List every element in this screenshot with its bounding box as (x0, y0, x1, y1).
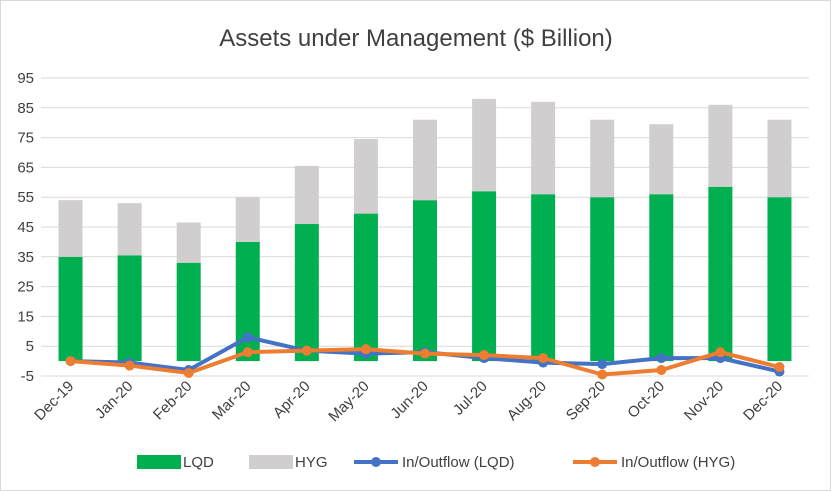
point-in-outflow-hyg (656, 365, 667, 376)
y-tick-label: 5 (26, 338, 34, 355)
x-tick-label: Nov-20 (681, 378, 727, 424)
x-tick-label: Dec-20 (740, 378, 786, 424)
bar-lqd (708, 186, 733, 362)
point-in-outflow-hyg (360, 344, 371, 355)
y-tick-label: 75 (17, 130, 34, 147)
chart-title: Assets under Management ($ Billion) (219, 25, 613, 52)
point-in-outflow-hyg (774, 362, 785, 373)
bar-lqd (176, 262, 201, 362)
x-tick-label: Jun-20 (387, 378, 431, 422)
legend-marker-in-outflow-hyg (590, 457, 600, 467)
bar-hyg (708, 104, 733, 187)
x-tick-label: Jan-20 (92, 378, 136, 422)
y-tick-label: 85 (17, 100, 34, 117)
bar-lqd (531, 194, 556, 362)
point-in-outflow-hyg (420, 348, 430, 359)
bar-hyg (235, 197, 260, 242)
bar-lqd (353, 213, 378, 362)
bar-hyg (176, 222, 201, 263)
bar-hyg (590, 119, 615, 198)
bars (58, 98, 792, 362)
y-tick-label: 95 (17, 70, 34, 87)
y-tick-label: 35 (17, 249, 34, 266)
legend-swatch-lqd (137, 455, 181, 469)
x-tick-label: Dec-19 (31, 378, 77, 424)
bar-hyg (117, 203, 142, 256)
y-tick-label: -5 (21, 368, 34, 385)
x-tick-label: Sep-20 (563, 378, 609, 424)
y-axis-ticks: -5 5 15 25 35 45 55 65 75 85 95 (17, 70, 34, 385)
bar-hyg (58, 200, 83, 257)
x-tick-label: Feb-20 (150, 378, 196, 424)
point-in-outflow-hyg (124, 360, 135, 371)
point-in-outflow-hyg (242, 347, 253, 358)
point-in-outflow-hyg (183, 368, 194, 379)
x-tick-label: Oct-20 (624, 378, 668, 422)
bar-lqd (649, 194, 674, 362)
lines (65, 332, 785, 380)
bar-lqd (767, 197, 792, 362)
point-in-outflow-hyg (715, 347, 726, 358)
bar-hyg (531, 101, 556, 195)
x-tick-label: Aug-20 (504, 378, 550, 424)
point-in-outflow-hyg (538, 353, 549, 364)
bar-lqd (413, 200, 437, 362)
y-tick-label: 15 (17, 308, 34, 325)
legend-marker-in-outflow-lqd (371, 457, 381, 467)
bar-hyg (472, 98, 497, 192)
bar-hyg (413, 119, 437, 201)
point-in-outflow-hyg (597, 369, 608, 380)
bar-hyg (294, 165, 319, 225)
point-in-outflow-lqd (597, 359, 608, 370)
legend-label-hyg: HYG (295, 454, 328, 471)
legend: LQD HYG In/Outflow (LQD) In/Outflow (HYG) (137, 454, 735, 471)
point-in-outflow-hyg (65, 356, 76, 367)
point-in-outflow-hyg (479, 350, 490, 361)
y-tick-label: 25 (17, 279, 34, 296)
bar-lqd (590, 197, 615, 362)
x-axis-ticks: Dec-19 Jan-20 Feb-20 Mar-20 Apr-20 May-20 Jun-… (31, 378, 786, 425)
point-in-outflow-lqd (656, 353, 667, 364)
x-tick-label: Apr-20 (270, 378, 314, 422)
bar-hyg (767, 119, 792, 198)
x-tick-label: Jul-20 (450, 378, 491, 419)
bar-lqd (58, 256, 83, 362)
bar-lqd (294, 224, 319, 362)
bar-hyg (353, 139, 378, 214)
legend-label-in-outflow-lqd: In/Outflow (LQD) (402, 454, 515, 471)
point-in-outflow-lqd (242, 332, 253, 343)
bar-lqd (472, 191, 497, 362)
y-tick-label: 65 (17, 159, 34, 176)
bar-hyg (649, 124, 674, 195)
legend-label-in-outflow-hyg: In/Outflow (HYG) (621, 454, 735, 471)
x-tick-label: Mar-20 (209, 378, 255, 424)
legend-swatch-hyg (249, 455, 293, 469)
x-tick-label: May-20 (325, 378, 372, 425)
y-tick-label: 55 (17, 189, 34, 206)
y-tick-label: 45 (17, 219, 34, 236)
legend-label-lqd: LQD (183, 454, 214, 471)
bar-lqd (117, 255, 142, 362)
point-in-outflow-hyg (301, 345, 312, 356)
